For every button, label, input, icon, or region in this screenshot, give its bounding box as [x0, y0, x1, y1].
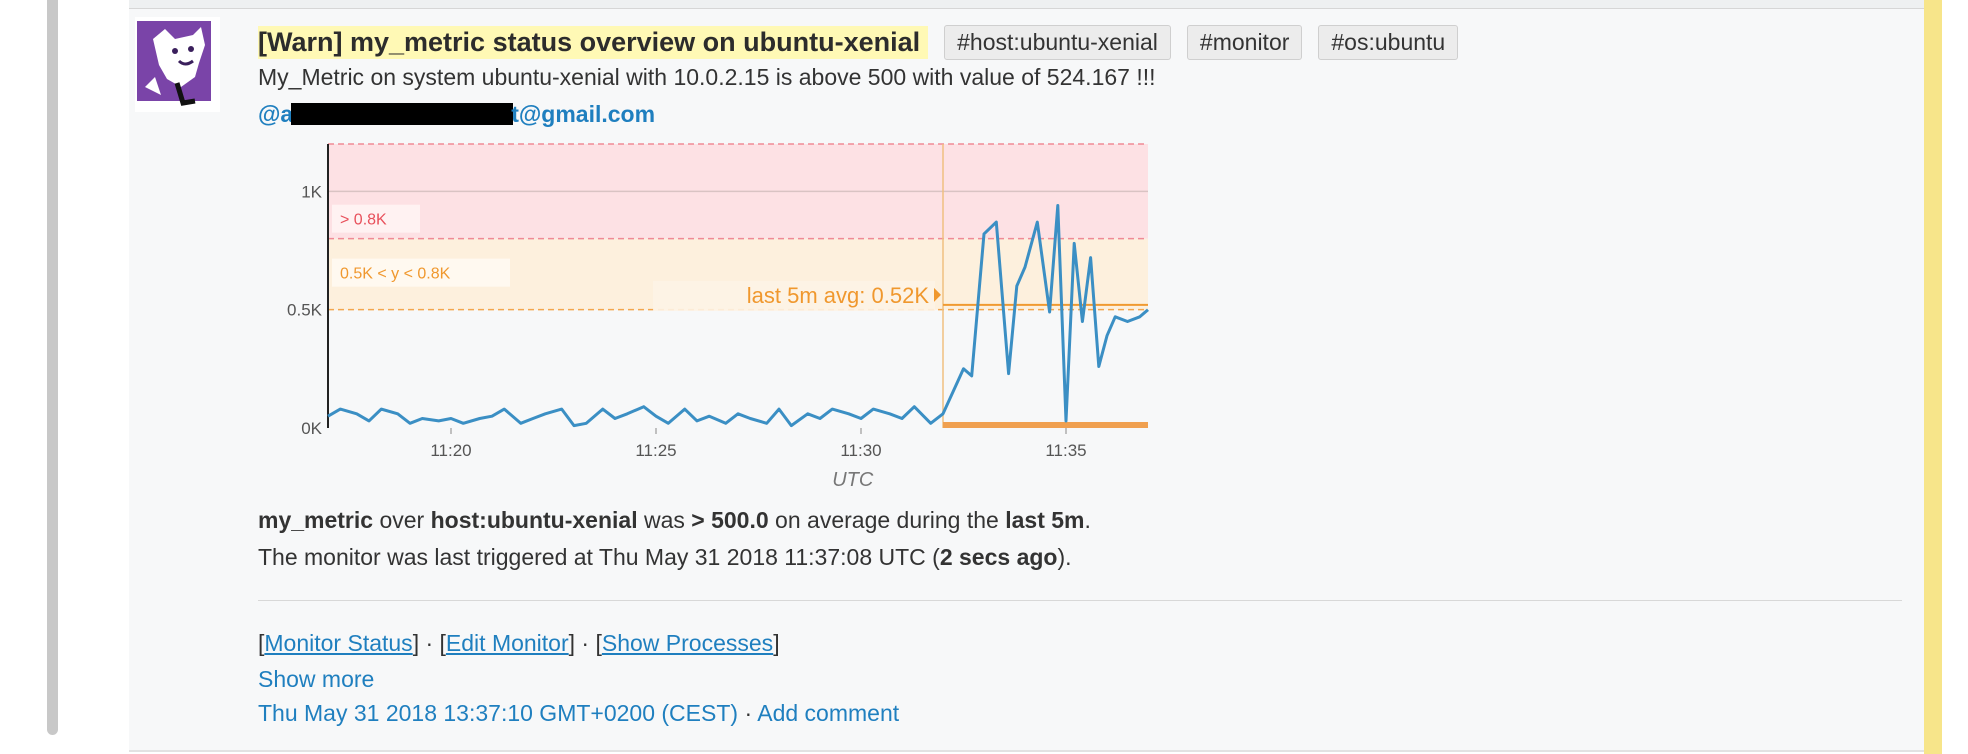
- triggered-prefix: The monitor was last triggered at Thu Ma…: [258, 544, 940, 570]
- x-tick-label: 11:20: [430, 441, 471, 460]
- previous-event-edge: [129, 0, 1924, 9]
- tag-monitor[interactable]: #monitor: [1186, 24, 1303, 60]
- datadog-logo-icon: [135, 17, 220, 112]
- summary-host: host:ubuntu-xenial: [430, 507, 638, 533]
- show-more-link[interactable]: Show more: [258, 666, 375, 692]
- show-processes-link[interactable]: Show Processes: [601, 630, 774, 656]
- email-prefix: @a: [258, 101, 294, 127]
- y-tick-label: 1K: [301, 182, 322, 201]
- add-comment-link[interactable]: Add comment: [757, 700, 900, 726]
- triggered-suffix: ).: [1057, 544, 1072, 570]
- footer-line: Thu May 31 2018 13:37:10 GMT+0200 (CEST)…: [258, 700, 900, 726]
- email-suffix: t@gmail.com: [511, 101, 656, 127]
- avg-label-bg: [653, 280, 935, 311]
- monitor-status-link[interactable]: Monitor Status: [264, 630, 413, 656]
- warn-label-bg: [332, 258, 510, 287]
- summary-on-avg: on average during the: [768, 507, 1006, 533]
- tag-os[interactable]: #os:ubuntu: [1318, 24, 1459, 60]
- alert-title: [Warn] my_metric status overview on ubun…: [258, 25, 929, 59]
- divider: [258, 600, 1902, 601]
- warn-label: 0.5K < y < 0.8K: [340, 266, 451, 283]
- summary-threshold: > 500.0: [691, 507, 769, 533]
- action-links: [Monitor Status] · [Edit Monitor] · [Sho…: [258, 630, 780, 656]
- alert-label: > 0.8K: [340, 212, 387, 229]
- x-tick-label: 11:30: [840, 441, 881, 460]
- window-bar: [943, 422, 1148, 428]
- avg-label: last 5m avg: 0.52K: [747, 283, 930, 308]
- warn-status-bar: [1924, 0, 1942, 754]
- summary-was: was: [637, 507, 692, 533]
- notify-email[interactable]: @a t@gmail.com: [258, 101, 655, 128]
- x-tick-label: 11:35: [1045, 441, 1086, 460]
- alert-message: My_Metric on system ubuntu-xenial with 1…: [258, 64, 1156, 90]
- y-tick-label: 0K: [301, 419, 322, 438]
- alert-title-row: [Warn] my_metric status overview on ubun…: [258, 22, 1474, 62]
- edit-monitor-link[interactable]: Edit Monitor: [445, 630, 569, 656]
- summary-window: last 5m: [1005, 507, 1085, 533]
- triggered-ago: 2 secs ago: [939, 544, 1058, 570]
- scroll-rail[interactable]: [47, 0, 58, 735]
- summary-line: my_metric over host:ubuntu-xenial was > …: [258, 507, 1091, 534]
- summary-metric: my_metric: [258, 507, 374, 533]
- event-panel: [129, 0, 1924, 752]
- metric-graph: 0K 0.5K 1K 11:20 11:25 11:30 11:35 UTC > 0.8K 0.5…: [287, 143, 1149, 491]
- redaction-bar: [291, 103, 514, 125]
- summary-period: .: [1084, 507, 1091, 533]
- y-tick-label: 0.5K: [287, 301, 323, 320]
- alert-label-bg: [332, 204, 420, 233]
- metric-series-line: [327, 204, 1149, 428]
- event-timestamp[interactable]: Thu May 31 2018 13:37:10 GMT+0200 (CEST): [258, 700, 739, 726]
- left-gutter: [0, 0, 129, 754]
- x-axis-label: UTC: [832, 469, 874, 491]
- avg-arrow-icon: [934, 287, 941, 302]
- tag-host[interactable]: #host:ubuntu-xenial: [944, 24, 1171, 60]
- summary-over: over: [373, 507, 431, 533]
- x-tick-label: 11:25: [635, 441, 676, 460]
- triggered-line: The monitor was last triggered at Thu Ma…: [258, 544, 1072, 571]
